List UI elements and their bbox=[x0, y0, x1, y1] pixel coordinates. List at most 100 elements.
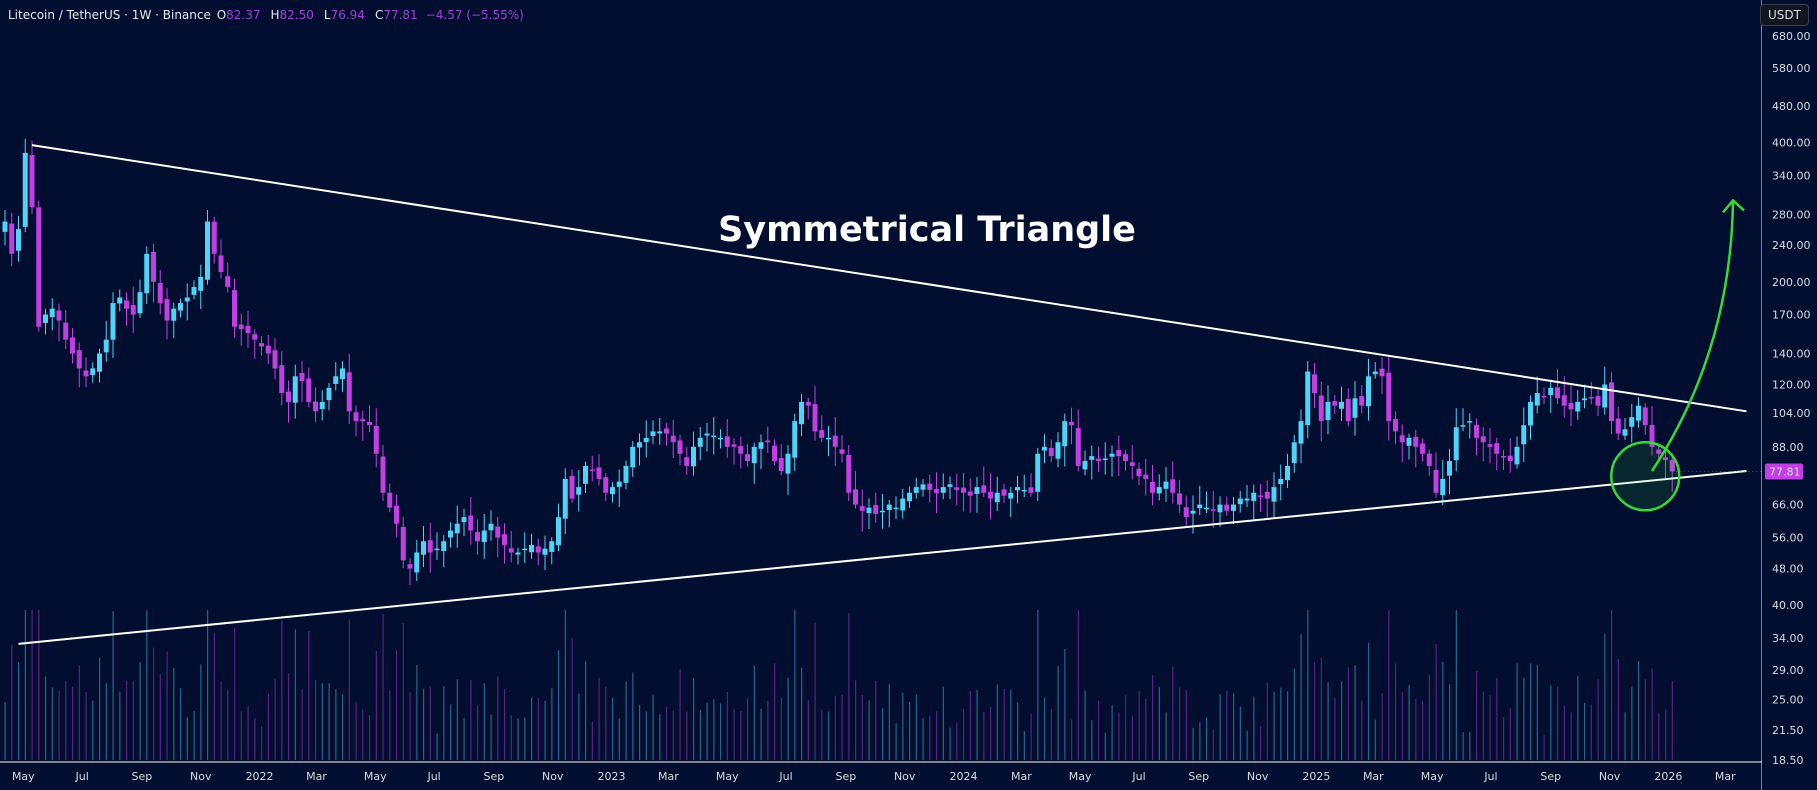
volume-bar bbox=[328, 683, 330, 760]
candle-body bbox=[340, 368, 345, 379]
price-tick-label: 340.00 bbox=[1772, 169, 1811, 182]
candle-body bbox=[562, 478, 568, 519]
candle-body bbox=[637, 442, 642, 448]
time-tick-label: 2022 bbox=[246, 770, 274, 783]
time-tick-label: 2024 bbox=[950, 770, 978, 783]
candle-body bbox=[1663, 457, 1668, 461]
candle-body bbox=[1426, 453, 1432, 466]
volume-bar bbox=[1192, 727, 1194, 760]
candle-body bbox=[785, 453, 791, 474]
candle-body bbox=[1129, 462, 1135, 466]
candle-body bbox=[535, 546, 541, 553]
candle-body bbox=[934, 489, 939, 493]
candle-body bbox=[718, 437, 723, 440]
symbol-title[interactable]: Litecoin / TetherUS · 1W · Binance bbox=[8, 8, 211, 22]
volume-bar bbox=[180, 688, 182, 760]
volume-bar bbox=[922, 717, 924, 760]
candle-body bbox=[920, 484, 926, 490]
candle-body bbox=[373, 425, 379, 454]
volume-bar bbox=[58, 690, 60, 760]
volume-bar bbox=[537, 698, 539, 760]
volume-bar bbox=[1361, 700, 1363, 760]
volume-bar bbox=[1219, 694, 1221, 760]
volume-bar bbox=[153, 647, 155, 760]
volume-bar bbox=[902, 692, 904, 760]
time-tick-label: May bbox=[1421, 770, 1444, 783]
volume-bar bbox=[726, 691, 728, 760]
last-price-tag bbox=[1765, 463, 1803, 480]
candle-body bbox=[178, 303, 183, 311]
change-value: −4.57 (−5.55%) bbox=[425, 8, 524, 22]
volume-bar bbox=[963, 708, 965, 760]
price-tick-label: 21.50 bbox=[1772, 724, 1804, 737]
price-tick-label: 34.00 bbox=[1772, 632, 1804, 645]
volume-bar bbox=[1273, 691, 1275, 760]
volume-bar bbox=[1253, 696, 1255, 760]
candle-body bbox=[1298, 421, 1304, 444]
volume-bar bbox=[315, 680, 317, 760]
volume-bar bbox=[186, 717, 188, 760]
candle-body bbox=[542, 548, 548, 555]
candle-body bbox=[529, 544, 534, 553]
candle-body bbox=[22, 152, 28, 227]
candle-body bbox=[1595, 396, 1601, 406]
time-tick-label: Mar bbox=[306, 770, 327, 783]
candle-body bbox=[346, 372, 352, 412]
candle-body bbox=[1460, 425, 1466, 427]
volume-bar bbox=[463, 717, 465, 760]
volume-bar bbox=[92, 700, 94, 760]
price-tick-label: 66.00 bbox=[1772, 499, 1804, 512]
candle-body bbox=[1636, 405, 1641, 421]
volume-bar bbox=[618, 718, 620, 760]
low-label: L bbox=[323, 8, 331, 22]
candle-body bbox=[1177, 493, 1182, 505]
high-label: H bbox=[270, 8, 280, 22]
time-tick-label: Sep bbox=[132, 770, 153, 783]
volume-bar bbox=[450, 704, 452, 760]
volume-bar bbox=[227, 690, 229, 760]
candle-body bbox=[583, 465, 588, 484]
volume-bar bbox=[281, 620, 283, 760]
volume-bar bbox=[1125, 695, 1127, 760]
time-axis-labels: May Jul Sep Nov 2022 Mar May Jul Sep Nov 2023 Mar Ma… bbox=[12, 770, 1736, 783]
volume-bar bbox=[1037, 610, 1039, 760]
candle-body bbox=[556, 517, 561, 546]
candle-body bbox=[603, 477, 609, 493]
volume-bar bbox=[355, 702, 357, 760]
candle-body bbox=[1440, 478, 1446, 496]
candle-body bbox=[407, 564, 413, 569]
volume-bar bbox=[699, 710, 701, 760]
candle-body bbox=[1069, 421, 1074, 426]
price-axis[interactable] bbox=[1762, 0, 1817, 790]
close-value: 77.81 bbox=[383, 8, 418, 22]
candle-body bbox=[1514, 446, 1520, 465]
volume-bar bbox=[382, 614, 384, 760]
price-tick-label: 18.50 bbox=[1772, 754, 1804, 767]
candle-body bbox=[1183, 507, 1189, 518]
volume-bar bbox=[1368, 642, 1370, 760]
candle-body bbox=[495, 526, 501, 538]
volume-bar bbox=[1071, 719, 1073, 760]
price-tick-label: 88.00 bbox=[1772, 441, 1804, 454]
currency-button[interactable]: USDT bbox=[1760, 4, 1809, 26]
volume-bar bbox=[1233, 693, 1235, 760]
candle-body bbox=[758, 442, 764, 449]
candle-body bbox=[1467, 421, 1473, 423]
candle-body bbox=[191, 286, 197, 295]
price-tick-label: 29.00 bbox=[1772, 664, 1804, 677]
volume-bar bbox=[605, 686, 607, 760]
volume-bar bbox=[402, 623, 404, 760]
volume-bar bbox=[1509, 708, 1511, 760]
volume-bar bbox=[760, 708, 762, 760]
candle-body bbox=[1291, 442, 1297, 463]
candle-body bbox=[97, 353, 102, 372]
volume-bar bbox=[335, 689, 337, 760]
candle-body bbox=[70, 337, 75, 354]
candle-body bbox=[799, 401, 804, 425]
candle-body bbox=[853, 489, 858, 505]
candle-body bbox=[1116, 450, 1122, 457]
candle-body bbox=[670, 435, 676, 443]
volume-bar bbox=[578, 693, 580, 760]
volume-bar bbox=[1577, 676, 1579, 760]
